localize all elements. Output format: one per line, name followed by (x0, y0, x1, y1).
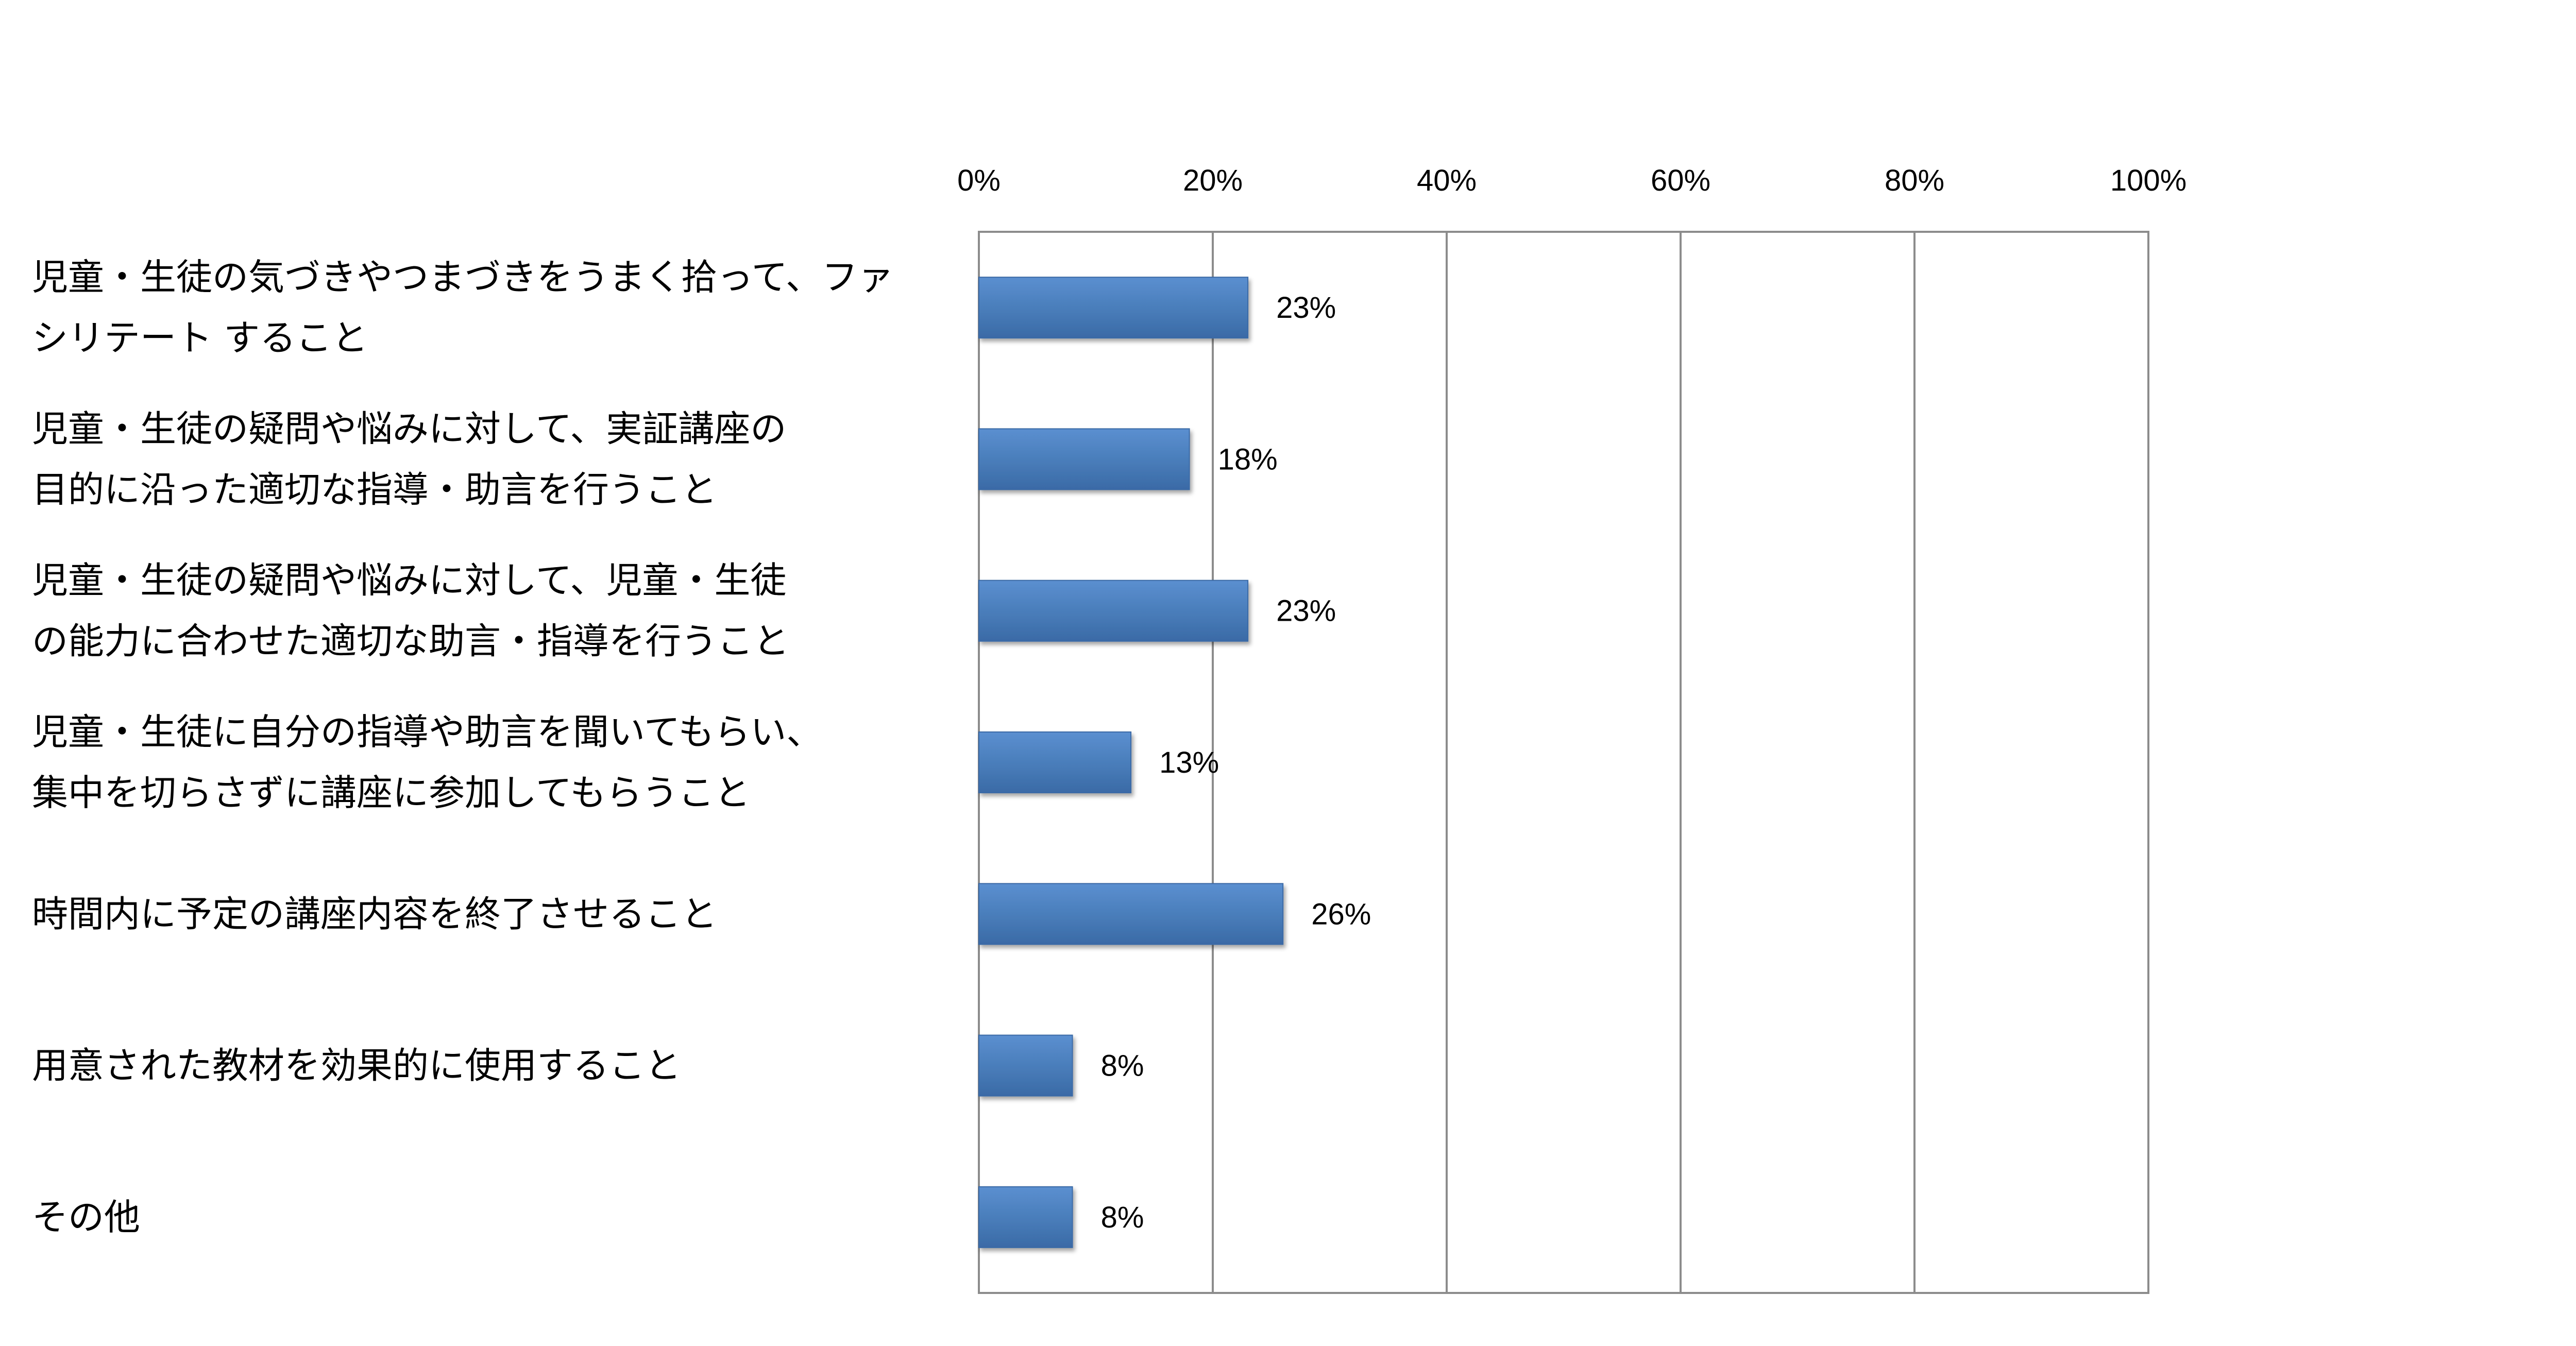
category-label: 用意された教材を効果的に使用すること (32, 1045, 681, 1087)
data-label: 26% (1311, 897, 1371, 931)
category-label-line: 用意された教材を効果的に使用すること (32, 1045, 681, 1087)
category-label-line: 時間内に予定の講座内容を終了させること (32, 893, 717, 935)
category-label-line: 児童・生徒の疑問や悩みに対して、実証講座の (32, 407, 786, 450)
plot-frame (978, 231, 2149, 1294)
category-label-line: 集中を切らさずに講座に参加してもらうこと (32, 772, 750, 814)
data-label: 18% (1218, 442, 1278, 476)
category-labels: 23% 児童・生徒の気づきやつまづきをうまく拾って、ファシリテート すること 18%… (32, 256, 1371, 1238)
data-label: 8% (1101, 1201, 1144, 1234)
data-label: 23% (1276, 594, 1336, 628)
x-tick-label: 20% (1183, 164, 1243, 197)
bar (978, 1034, 1073, 1097)
data-label: 13% (1159, 746, 1219, 779)
x-tick-label: 60% (1651, 164, 1710, 197)
bar (978, 277, 1249, 339)
category-label-line: 児童・生徒の疑問や悩みに対して、児童・生徒 (32, 559, 786, 602)
category-label-line: の能力に合わせた適切な助言・指導を行うこと (32, 620, 789, 662)
data-label: 8% (1101, 1049, 1144, 1083)
category-label-line: 目的に沿った適切な指導・助言を行うこと (32, 468, 717, 510)
bar (978, 580, 1249, 642)
bar (978, 883, 1284, 945)
x-tick-label: 0% (957, 164, 1001, 197)
bar (978, 428, 1190, 490)
gridlines (978, 231, 2149, 1294)
category-label: 児童・生徒の疑問や悩みに対して、実証講座の目的に沿った適切な指導・助言を行うこと (32, 407, 786, 510)
category-label: 児童・生徒の気づきやつまづきをうまく拾って、ファシリテート すること (32, 256, 894, 359)
bar (978, 1186, 1073, 1248)
x-tick-label: 40% (1417, 164, 1477, 197)
x-tick-label: 100% (2110, 164, 2187, 197)
category-label-line: 児童・生徒に自分の指導や助言を聞いてもらい、 (32, 711, 822, 753)
category-label-line: 児童・生徒の気づきやつまづきをうまく拾って、ファ (32, 256, 894, 298)
category-label-line: シリテート すること (32, 317, 368, 359)
category-label: 時間内に予定の講座内容を終了させること (32, 893, 717, 935)
category-label-line: その他 (32, 1196, 140, 1238)
category-label: 児童・生徒の疑問や悩みに対して、児童・生徒の能力に合わせた適切な助言・指導を行う… (32, 559, 789, 662)
category-label: その他 (32, 1196, 140, 1238)
category-label: 児童・生徒に自分の指導や助言を聞いてもらい、集中を切らさずに講座に参加してもらう… (32, 711, 822, 814)
bars (978, 277, 1284, 1248)
x-tick-label: 80% (1885, 164, 1944, 197)
data-label: 23% (1276, 291, 1336, 325)
bar (978, 731, 1132, 793)
x-axis-ticks: 0% 20% 40% 60% 80% 100% (957, 164, 2187, 197)
